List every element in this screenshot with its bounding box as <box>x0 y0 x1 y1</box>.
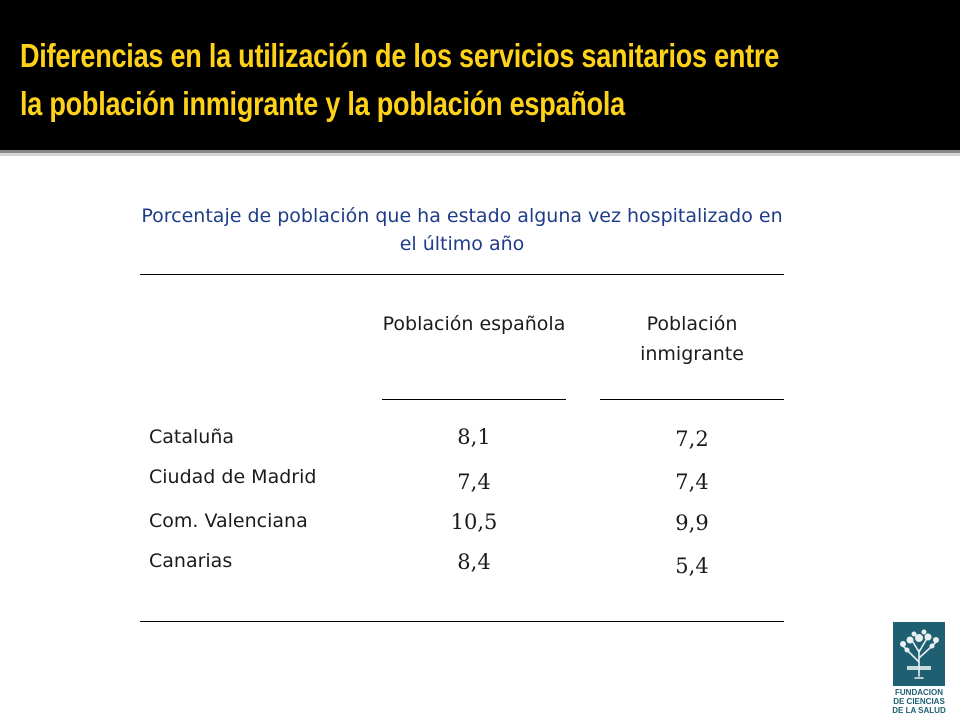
table-top-rule <box>140 274 784 275</box>
logo-line: DE LA SALUD <box>892 706 946 715</box>
logo-line: DE CIENCIAS <box>893 697 945 706</box>
table-cell-espanola: 10,5 <box>450 510 498 534</box>
table-caption: Porcentaje de población que ha estado al… <box>141 205 783 255</box>
row-label: Canarias <box>149 550 233 572</box>
table-cell-inmigrante: 7,4 <box>675 470 709 494</box>
column-header-inmigrante: Población inmigrante <box>640 313 744 365</box>
table-cell-inmigrante: 7,2 <box>675 427 709 451</box>
table-bottom-rule <box>140 621 784 622</box>
column-header-espanola: Población española <box>382 313 566 335</box>
slide-title: Diferencias en la utilización de los ser… <box>20 37 780 122</box>
column-header-rule-espanola <box>382 399 566 400</box>
row-label: Com. Valenciana <box>149 510 308 532</box>
fundacion-logo: FUNDACION DE CIENCIAS DE LA SALUD <box>892 622 946 715</box>
table-cell-inmigrante: 9,9 <box>675 511 709 535</box>
table-cell-espanola: 8,4 <box>457 550 491 574</box>
row-label: Ciudad de Madrid <box>149 466 317 488</box>
title-bar: Diferencias en la utilización de los ser… <box>0 0 960 150</box>
tree-icon <box>893 622 945 686</box>
logo-text: FUNDACION DE CIENCIAS DE LA SALUD <box>887 688 951 715</box>
title-underline-dark <box>0 150 960 153</box>
title-underline-light <box>0 153 960 156</box>
row-label: Cataluña <box>149 426 235 448</box>
table-cell-espanola: 7,4 <box>457 470 491 494</box>
table-cell-espanola: 8,1 <box>457 425 491 449</box>
column-header-rule-inmigrante <box>600 399 784 400</box>
logo-line: FUNDACION <box>895 688 943 697</box>
table-cell-inmigrante: 5,4 <box>675 554 709 578</box>
